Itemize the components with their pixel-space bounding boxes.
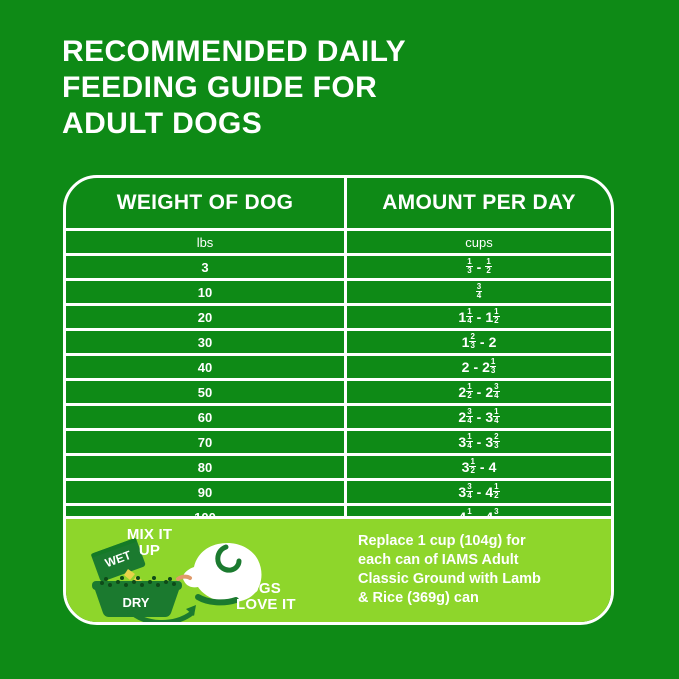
mix-it-up-line-2: UP (138, 542, 161, 559)
note-line-3: Classic Ground with Lamb (358, 571, 541, 587)
curved-arrow-icon (127, 608, 195, 622)
table-row: 40 2-2 1 3 (66, 353, 611, 378)
cell-weight: 40 (197, 359, 213, 375)
dry-label: DRY (123, 595, 150, 610)
table-row: 20 1 1 4-1 1 2 (66, 303, 611, 328)
table-row: 70 3 1 4-3 2 3 (66, 428, 611, 453)
table-header-row: WEIGHT OF DOG AMOUNT PER DAY (66, 178, 611, 228)
dry-bowl-icon (92, 576, 182, 618)
note-line-1: Replace 1 cup (104g) for (358, 533, 526, 549)
replace-note: Replace 1 cup (104g) for each can of IAM… (344, 519, 611, 622)
table-body: 3 1 3-1 2 10 3 4 20 1 1 4-1 1 2 30 1 2 3-2 40 2-2 1 3 50 2 1 2-2… (66, 253, 611, 528)
note-line-4: & Rice (369g) can (358, 590, 479, 606)
mix-it-up-label: MIX IT UP (102, 527, 197, 559)
title-line-3: ADULT DOGS (62, 107, 263, 140)
page-title: RECOMMENDED DAILY FEEDING GUIDE FOR ADUL… (62, 34, 542, 142)
mix-it-up-line-1: MIX IT (126, 526, 173, 543)
dogs-love-it-label: DOGS LOVE IT (236, 581, 336, 613)
units-cups: cups (344, 231, 611, 253)
cell-weight: 10 (197, 284, 213, 300)
table-row: 10 3 4 (66, 278, 611, 303)
table-row: 50 2 1 2-2 3 4 (66, 378, 611, 403)
bottom-panel: WET DRY MIX IT UP DOGS LOVE IT Replace 1… (66, 516, 611, 622)
cell-weight: 50 (197, 384, 213, 400)
units-lbs: lbs (196, 234, 214, 250)
table-units-row: lbs cups (66, 228, 611, 253)
title-line-2: FEEDING GUIDE FOR (62, 71, 378, 104)
header-amount-per-day: AMOUNT PER DAY (344, 178, 611, 228)
cell-weight: 80 (197, 459, 213, 475)
arrow-head-right-icon (186, 605, 196, 616)
dogs-love-it-line-1: DOGS (236, 580, 281, 597)
cell-weight: 70 (197, 434, 213, 450)
table-row: 80 3 1 2-4 (66, 453, 611, 478)
note-line-2: each can of IAMS Adult (358, 552, 519, 568)
dogs-love-it-line-2: LOVE IT (236, 596, 296, 613)
arrow-head-left-icon (126, 603, 136, 614)
cell-weight: 3 (201, 259, 209, 275)
title-line-1: RECOMMENDED DAILY (62, 35, 407, 68)
cell-weight: 90 (197, 484, 213, 500)
table-row: 60 2 3 4-3 1 4 (66, 403, 611, 428)
dog-head-icon (176, 542, 262, 606)
table-row: 30 1 2 3-2 (66, 328, 611, 353)
cell-weight: 60 (197, 409, 213, 425)
mix-it-up-graphic: WET DRY MIX IT UP DOGS LOVE IT (66, 519, 344, 622)
wet-can-icon (91, 538, 146, 582)
cell-weight: 20 (197, 309, 213, 325)
graphic-illustration: WET DRY (91, 538, 262, 622)
cell-weight: 30 (197, 334, 213, 350)
header-weight-of-dog: WEIGHT OF DOG (116, 191, 294, 214)
table-row: 90 3 3 4-4 1 2 (66, 478, 611, 503)
